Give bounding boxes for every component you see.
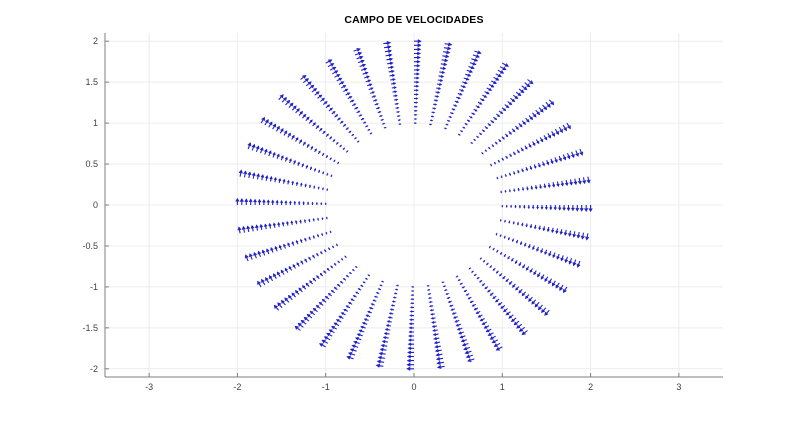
x-tick-label: 0 [411, 382, 416, 392]
y-tick-label: -1.5 [82, 323, 98, 333]
x-tick-label: -2 [233, 382, 241, 392]
y-tick-label: -0.5 [82, 241, 98, 251]
y-tick-label: 0 [93, 200, 98, 210]
y-tick-label: -1 [90, 282, 98, 292]
x-tick-label: 3 [676, 382, 681, 392]
quiver-arrows [235, 39, 593, 371]
y-tick-label: 1.5 [85, 77, 98, 87]
y-tick-label: 2 [93, 36, 98, 46]
x-tick-label: 1 [500, 382, 505, 392]
y-tick-label: 1 [93, 118, 98, 128]
x-tick-labels: -3 -2 -1 0 1 2 3 [145, 382, 681, 392]
y-tick-label: 0.5 [85, 159, 98, 169]
x-tick-label: -3 [145, 382, 153, 392]
y-tick-label: -2 [90, 364, 98, 374]
x-tick-label: -1 [322, 382, 330, 392]
tick-marks [105, 40, 680, 377]
plot-title: CAMPO DE VELOCIDADES [344, 14, 484, 26]
y-tick-labels: 2 1.5 1 0.5 0 -0.5 -1 -1.5 -2 [82, 36, 98, 374]
x-tick-label: 2 [588, 382, 593, 392]
grid-lines [105, 33, 723, 377]
velocity-arrows-path [235, 39, 593, 371]
